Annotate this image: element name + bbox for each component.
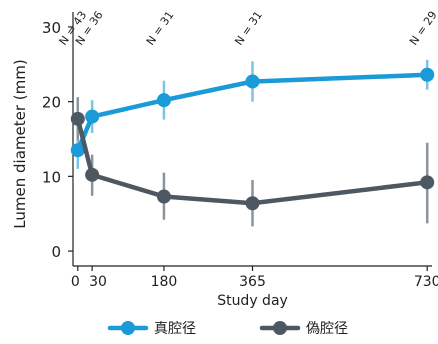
n-label: N = 29 (407, 9, 438, 48)
data-point (245, 196, 260, 211)
y-tick-label: 20 (42, 94, 61, 112)
data-point (85, 109, 100, 124)
n-label: N = 31 (232, 9, 265, 48)
legend-marker (121, 321, 135, 335)
data-point (85, 167, 100, 182)
y-tick-label: 10 (42, 168, 61, 186)
y-tick-label: 0 (51, 243, 61, 261)
data-point (70, 143, 85, 158)
n-label: N = 31 (144, 9, 177, 48)
series-layer (70, 59, 435, 227)
data-point (156, 93, 171, 108)
axes: 0 10 20 30 0 30 180 365 730 Study day Lumen diamet… (11, 12, 438, 309)
legend-marker (273, 321, 287, 335)
series-true-lumen (70, 59, 435, 169)
series-false-lumen (70, 97, 435, 227)
y-tick-label: 30 (42, 19, 61, 37)
data-point (156, 189, 171, 204)
x-tick-label: 365 (239, 274, 266, 290)
y-axis-title: Lumen diameter (mm) (11, 59, 29, 228)
legend-label: 偽腔径 (306, 321, 348, 337)
x-tick-label: 30 (89, 274, 107, 290)
x-axis-title: Study day (217, 293, 288, 309)
data-point (420, 175, 435, 190)
n-annotations: N = 43N = 36 N = 31 N = 31 N = 29 (57, 9, 438, 48)
x-tick-label: 180 (151, 274, 178, 290)
x-tick-label: 730 (414, 274, 438, 290)
x-tick-label: 0 (71, 274, 80, 290)
data-point (245, 74, 260, 89)
legend-label: 真腔径 (154, 321, 196, 337)
legend: 真腔径 偽腔径 (107, 321, 348, 337)
data-point (420, 67, 435, 82)
data-point (70, 111, 85, 126)
